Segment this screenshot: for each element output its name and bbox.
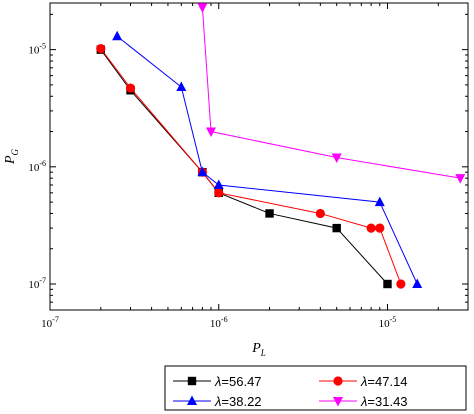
data-point: [331, 153, 342, 164]
x-tick-label: 10-7: [41, 315, 59, 330]
legend-item-1: λ=47.14: [319, 374, 408, 389]
y-tick-label: 10-7: [28, 276, 46, 291]
data-point: [206, 127, 217, 138]
data-point: [197, 166, 208, 177]
x-axis-title: PL: [251, 341, 266, 358]
data-point: [265, 209, 274, 218]
data-point: [383, 279, 392, 289]
data-point: [375, 223, 385, 233]
legend-label: λ=38.22: [214, 394, 262, 409]
data-point: [332, 223, 341, 233]
data-point: [213, 179, 224, 189]
data-point: [315, 208, 325, 219]
data-point: [412, 278, 423, 289]
series-2: [112, 30, 423, 289]
data-point: [214, 188, 224, 198]
legend-item-3: λ=31.43: [319, 394, 408, 409]
legend-item-2: λ=38.22: [173, 394, 262, 409]
data-point: [112, 30, 123, 41]
legend-label: λ=47.14: [360, 374, 408, 389]
legend-marker: [187, 376, 197, 386]
series-1: [96, 44, 406, 289]
data-point: [396, 279, 406, 289]
legend-marker: [333, 397, 343, 407]
series-0: [96, 45, 392, 289]
legend-label: λ=31.43: [360, 394, 408, 409]
data-point: [366, 223, 376, 233]
series-line: [116, 35, 418, 285]
y-axis-title: PG: [3, 148, 20, 165]
plot-frame: [49, 2, 469, 311]
data-point: [176, 81, 187, 91]
y-tick-label: 10-6: [28, 159, 46, 174]
x-tick-label: 10-5: [379, 315, 397, 330]
y-tick-label: 10-5: [28, 42, 46, 57]
legend-marker: [333, 376, 343, 386]
y-axis-title-group: PG: [3, 148, 20, 165]
legend-marker: [187, 395, 197, 405]
data-point: [455, 174, 466, 184]
legend-item-0: λ=56.47: [173, 374, 262, 389]
legend-label: λ=56.47: [214, 374, 262, 389]
legend-box: [164, 365, 467, 411]
legend: λ=56.47 λ=47.14 λ=38.22 λ=31.43: [164, 365, 467, 411]
data-point: [197, 3, 208, 13]
series-3: [197, 3, 466, 184]
data-point: [96, 44, 106, 54]
series-line: [100, 49, 388, 285]
series-line: [201, 7, 461, 179]
data-point: [125, 83, 136, 93]
data-point: [374, 196, 385, 207]
x-tick-label: 10-6: [210, 315, 228, 330]
